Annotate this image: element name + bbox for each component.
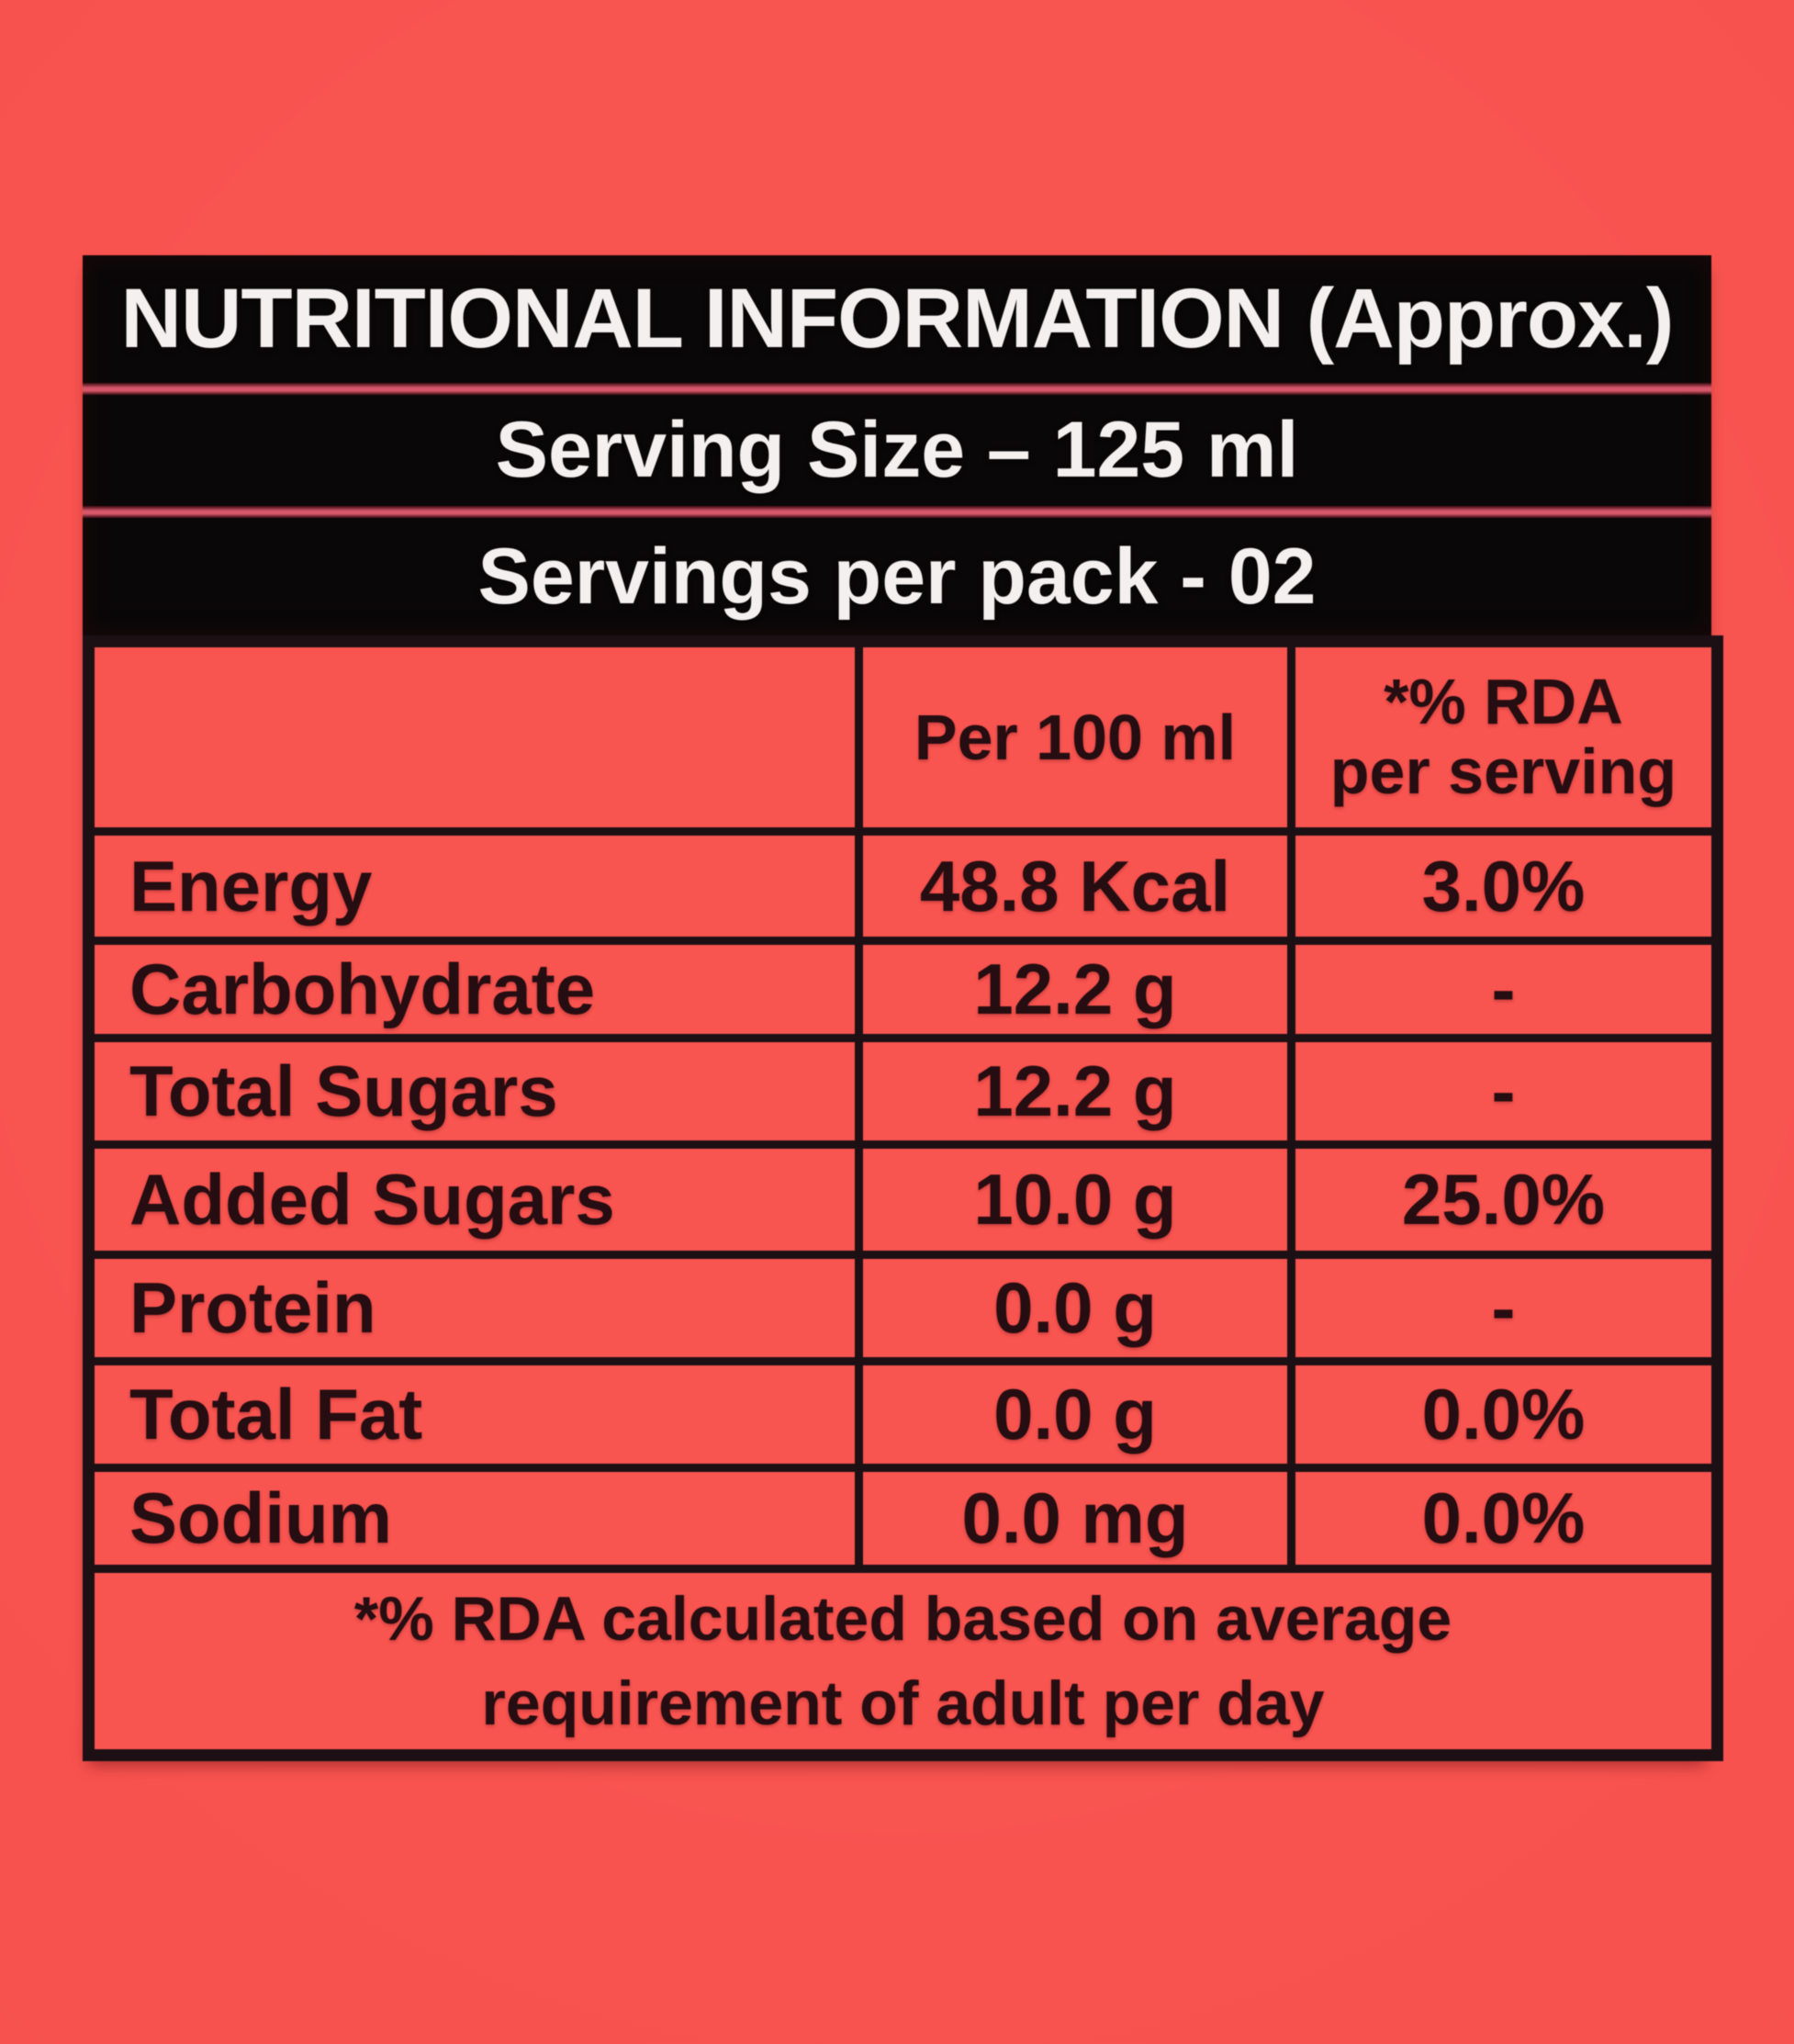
red-divider-line [83,506,1711,518]
total-sugars-per-100ml: 12.2 g [855,1034,1295,1149]
protein-per-100ml: 0.0 g [855,1251,1295,1365]
header-per-100ml: Per 100 ml [855,637,1295,836]
header-rda: *% RDA per serving [1287,637,1721,836]
servings-per-pack-text: Servings per pack - 02 [477,532,1317,621]
sodium-label: Sodium [84,1464,863,1573]
carbohydrate-per-100ml: 12.2 g [855,937,1295,1042]
footnote-line-2: requirement of adult per day [481,1668,1325,1738]
table-header-row: Per 100 ml *% RDA per serving [84,637,1721,836]
serving-size-text: Serving Size – 125 ml [495,406,1299,494]
row-carbohydrate: Carbohydrate 12.2 g - [84,937,1721,1042]
row-energy: Energy 48.8 Kcal 3.0% [84,827,1721,945]
row-added-sugars: Added Sugars 10.0 g 25.0% [84,1140,1721,1259]
sodium-per-100ml: 0.0 mg [855,1464,1295,1573]
header-empty-cell [84,637,863,836]
row-sodium: Sodium 0.0 mg 0.0% [84,1464,1721,1573]
footnote-row: *% RDA calculated based on average requi… [84,1565,1721,1759]
total-sugars-rda: - [1287,1034,1721,1149]
footnote-line-1: *% RDA calculated based on average [353,1584,1452,1654]
total-fat-rda: 0.0% [1287,1357,1721,1472]
nutrition-label: NUTRITIONAL INFORMATION (Approx.) Servin… [83,255,1723,1761]
protein-rda: - [1287,1251,1721,1365]
row-total-sugars: Total Sugars 12.2 g - [84,1034,1721,1149]
energy-per-100ml: 48.8 Kcal [855,827,1295,945]
carbohydrate-rda: - [1287,937,1721,1042]
energy-label: Energy [84,827,863,945]
header-rda-line-1: *% RDA [1384,666,1623,738]
nutrition-table: Per 100 ml *% RDA per serving Energy 48.… [83,635,1723,1761]
added-sugars-label: Added Sugars [84,1140,863,1259]
sodium-rda: 0.0% [1287,1464,1721,1573]
label-header-panel: NUTRITIONAL INFORMATION (Approx.) Servin… [83,255,1711,635]
header-rda-line-2: per serving [1329,736,1677,807]
energy-rda: 3.0% [1287,827,1721,945]
red-divider-line [83,383,1711,395]
carbohydrate-label: Carbohydrate [84,937,863,1042]
added-sugars-rda: 25.0% [1287,1140,1721,1259]
footnote-cell: *% RDA calculated based on average requi… [84,1565,1721,1759]
added-sugars-per-100ml: 10.0 g [855,1140,1295,1259]
total-sugars-label: Total Sugars [84,1034,863,1149]
total-fat-per-100ml: 0.0 g [855,1357,1295,1472]
row-protein: Protein 0.0 g - [84,1251,1721,1365]
row-total-fat: Total Fat 0.0 g 0.0% [84,1357,1721,1472]
protein-label: Protein [84,1251,863,1365]
nutrition-title: NUTRITIONAL INFORMATION (Approx.) [120,272,1675,365]
total-fat-label: Total Fat [84,1357,863,1472]
